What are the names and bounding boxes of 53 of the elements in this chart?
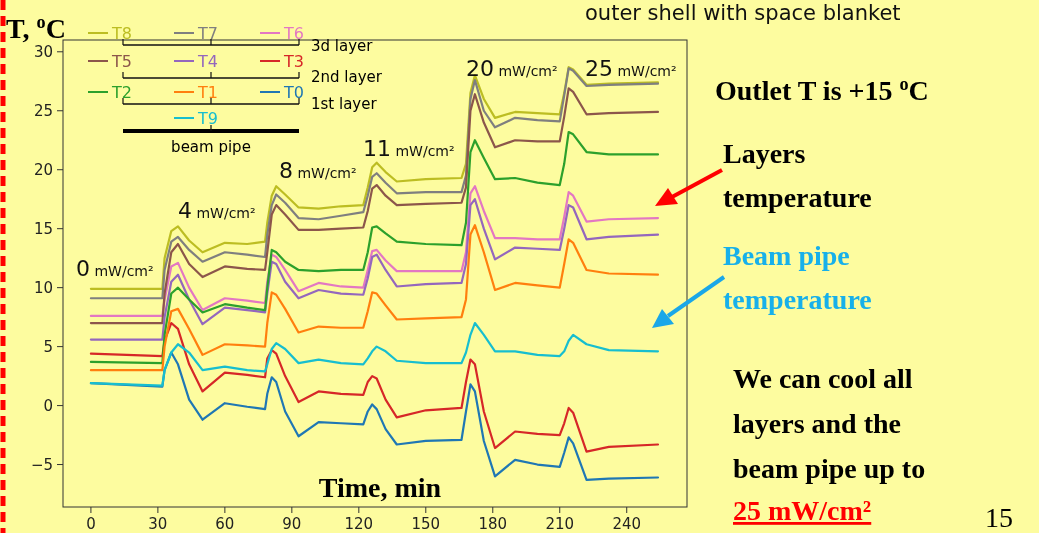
y-tick-label: 20 — [33, 160, 53, 179]
text: outer shell with space blanket — [585, 1, 901, 25]
annotation: 25 mW/cm² — [585, 56, 677, 81]
text: Beam pipe temperature — [723, 240, 872, 315]
line-series — [89, 224, 660, 372]
line-series — [89, 321, 660, 387]
x-tick-label: 150 — [411, 515, 441, 533]
legend-label: T1 — [197, 83, 218, 102]
y-axis-title: T, $^{o}$C — [6, 12, 66, 44]
line-series — [89, 87, 660, 325]
legend-label: T8 — [111, 24, 132, 43]
text: Outlet T is +15 $^{o}$C — [715, 74, 929, 106]
line-series — [89, 321, 660, 453]
line-series — [89, 185, 660, 318]
annotation: 1st layer — [311, 95, 378, 113]
y-tick-label: −5 — [30, 455, 53, 474]
x-tick-label: 90 — [282, 515, 302, 533]
y-tick-label: 5 — [43, 337, 53, 356]
x-axis-title: Time, min — [318, 472, 442, 503]
text: 25 mW/cm² — [733, 495, 872, 526]
annotation: 4 mW/cm² — [178, 198, 256, 223]
annotation: 20 mW/cm² — [466, 56, 558, 81]
annotation: 3d layer — [311, 37, 374, 55]
y-tick-label: 25 — [33, 101, 53, 120]
x-tick-label: 210 — [545, 515, 575, 533]
x-tick-label: 240 — [612, 515, 642, 533]
line-series — [89, 130, 660, 365]
x-tick-label: 0 — [86, 515, 96, 533]
x-tick-label: 180 — [478, 515, 508, 533]
annotation: 11 mW/cm² — [363, 136, 455, 161]
legend-label: T9 — [197, 109, 218, 128]
legend-label: T0 — [283, 83, 304, 102]
line-series — [89, 198, 660, 341]
y-tick-label: 10 — [33, 278, 53, 297]
annotation: 0 mW/cm² — [76, 256, 154, 281]
annotation: beam pipe — [171, 138, 251, 156]
legend-label: T2 — [111, 83, 132, 102]
y-tick-label: 0 — [43, 396, 53, 415]
x-tick-label: 30 — [148, 515, 168, 533]
y-tick-label: 30 — [33, 42, 53, 61]
legend-label: T7 — [197, 24, 218, 43]
annotation: 8 mW/cm² — [279, 158, 357, 183]
legend-label: T3 — [283, 52, 304, 71]
x-tick-label: 60 — [215, 515, 235, 533]
text: We can cool all layers and the beam pipe up to — [733, 363, 926, 484]
y-tick-label: 15 — [33, 219, 53, 238]
text: 15 — [985, 502, 1013, 533]
x-tick-label: 120 — [344, 515, 374, 533]
legend-label: T6 — [283, 24, 304, 43]
annotation: 2nd layer — [311, 68, 383, 86]
text: Layers temperature — [723, 138, 872, 213]
legend-label: T5 — [111, 52, 132, 71]
legend-label: T4 — [197, 52, 218, 71]
